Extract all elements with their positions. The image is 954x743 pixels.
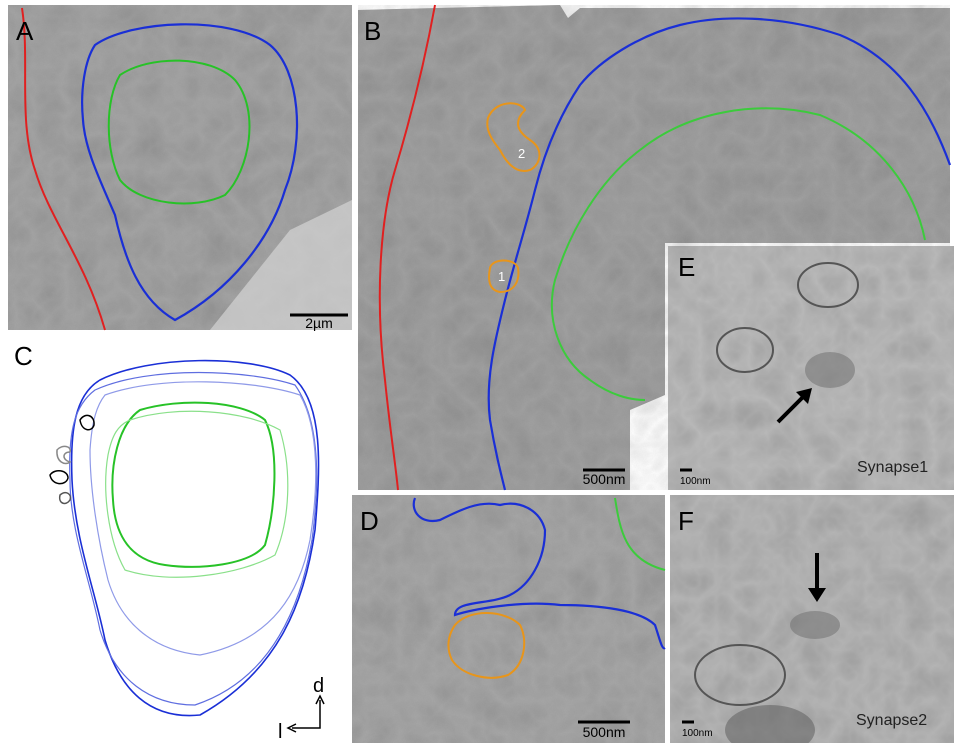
orientation-axes (292, 700, 320, 728)
panel-label: E (678, 252, 695, 282)
synapse-contour (80, 415, 94, 429)
panel-label: C (14, 341, 33, 371)
panel-c: d l C (14, 341, 324, 743)
contour-number: 1 (498, 269, 505, 284)
panel-label: F (678, 506, 694, 536)
scale-bar-label: 2µm (305, 315, 333, 331)
scale-bar-label: 100nm (680, 476, 711, 487)
panel-label: A (16, 16, 34, 46)
axis-label: l (278, 721, 282, 743)
scale-bar-label: 100nm (682, 728, 713, 739)
green-contour (112, 403, 274, 567)
axis-label: d (313, 675, 324, 697)
blue-contour (70, 373, 317, 706)
synapse-density (790, 611, 840, 639)
caption: Synapse1 (857, 459, 928, 476)
panel-label: D (360, 506, 379, 536)
scale-bar-label: 500nm (583, 724, 626, 740)
synapse-contour (50, 471, 68, 484)
synapse-contour (60, 493, 71, 504)
synapse-density (805, 352, 855, 388)
scale-bar-label: 500nm (583, 471, 626, 487)
panel-f: 100nm Synapse2 F (670, 495, 954, 743)
panel-a: 2µm A (8, 5, 352, 331)
caption: Synapse2 (856, 712, 927, 729)
panel-label: B (364, 16, 381, 46)
panel-e: 100nm Synapse1 E (668, 246, 954, 490)
micrograph-texture (352, 495, 665, 743)
synapse-contour (57, 446, 70, 463)
panel-d: 500nm D (352, 495, 665, 743)
figure: 2µm A 1 2 500nm B 100nm Synapse1 E d l C… (0, 0, 954, 743)
contour-number: 2 (518, 146, 525, 161)
